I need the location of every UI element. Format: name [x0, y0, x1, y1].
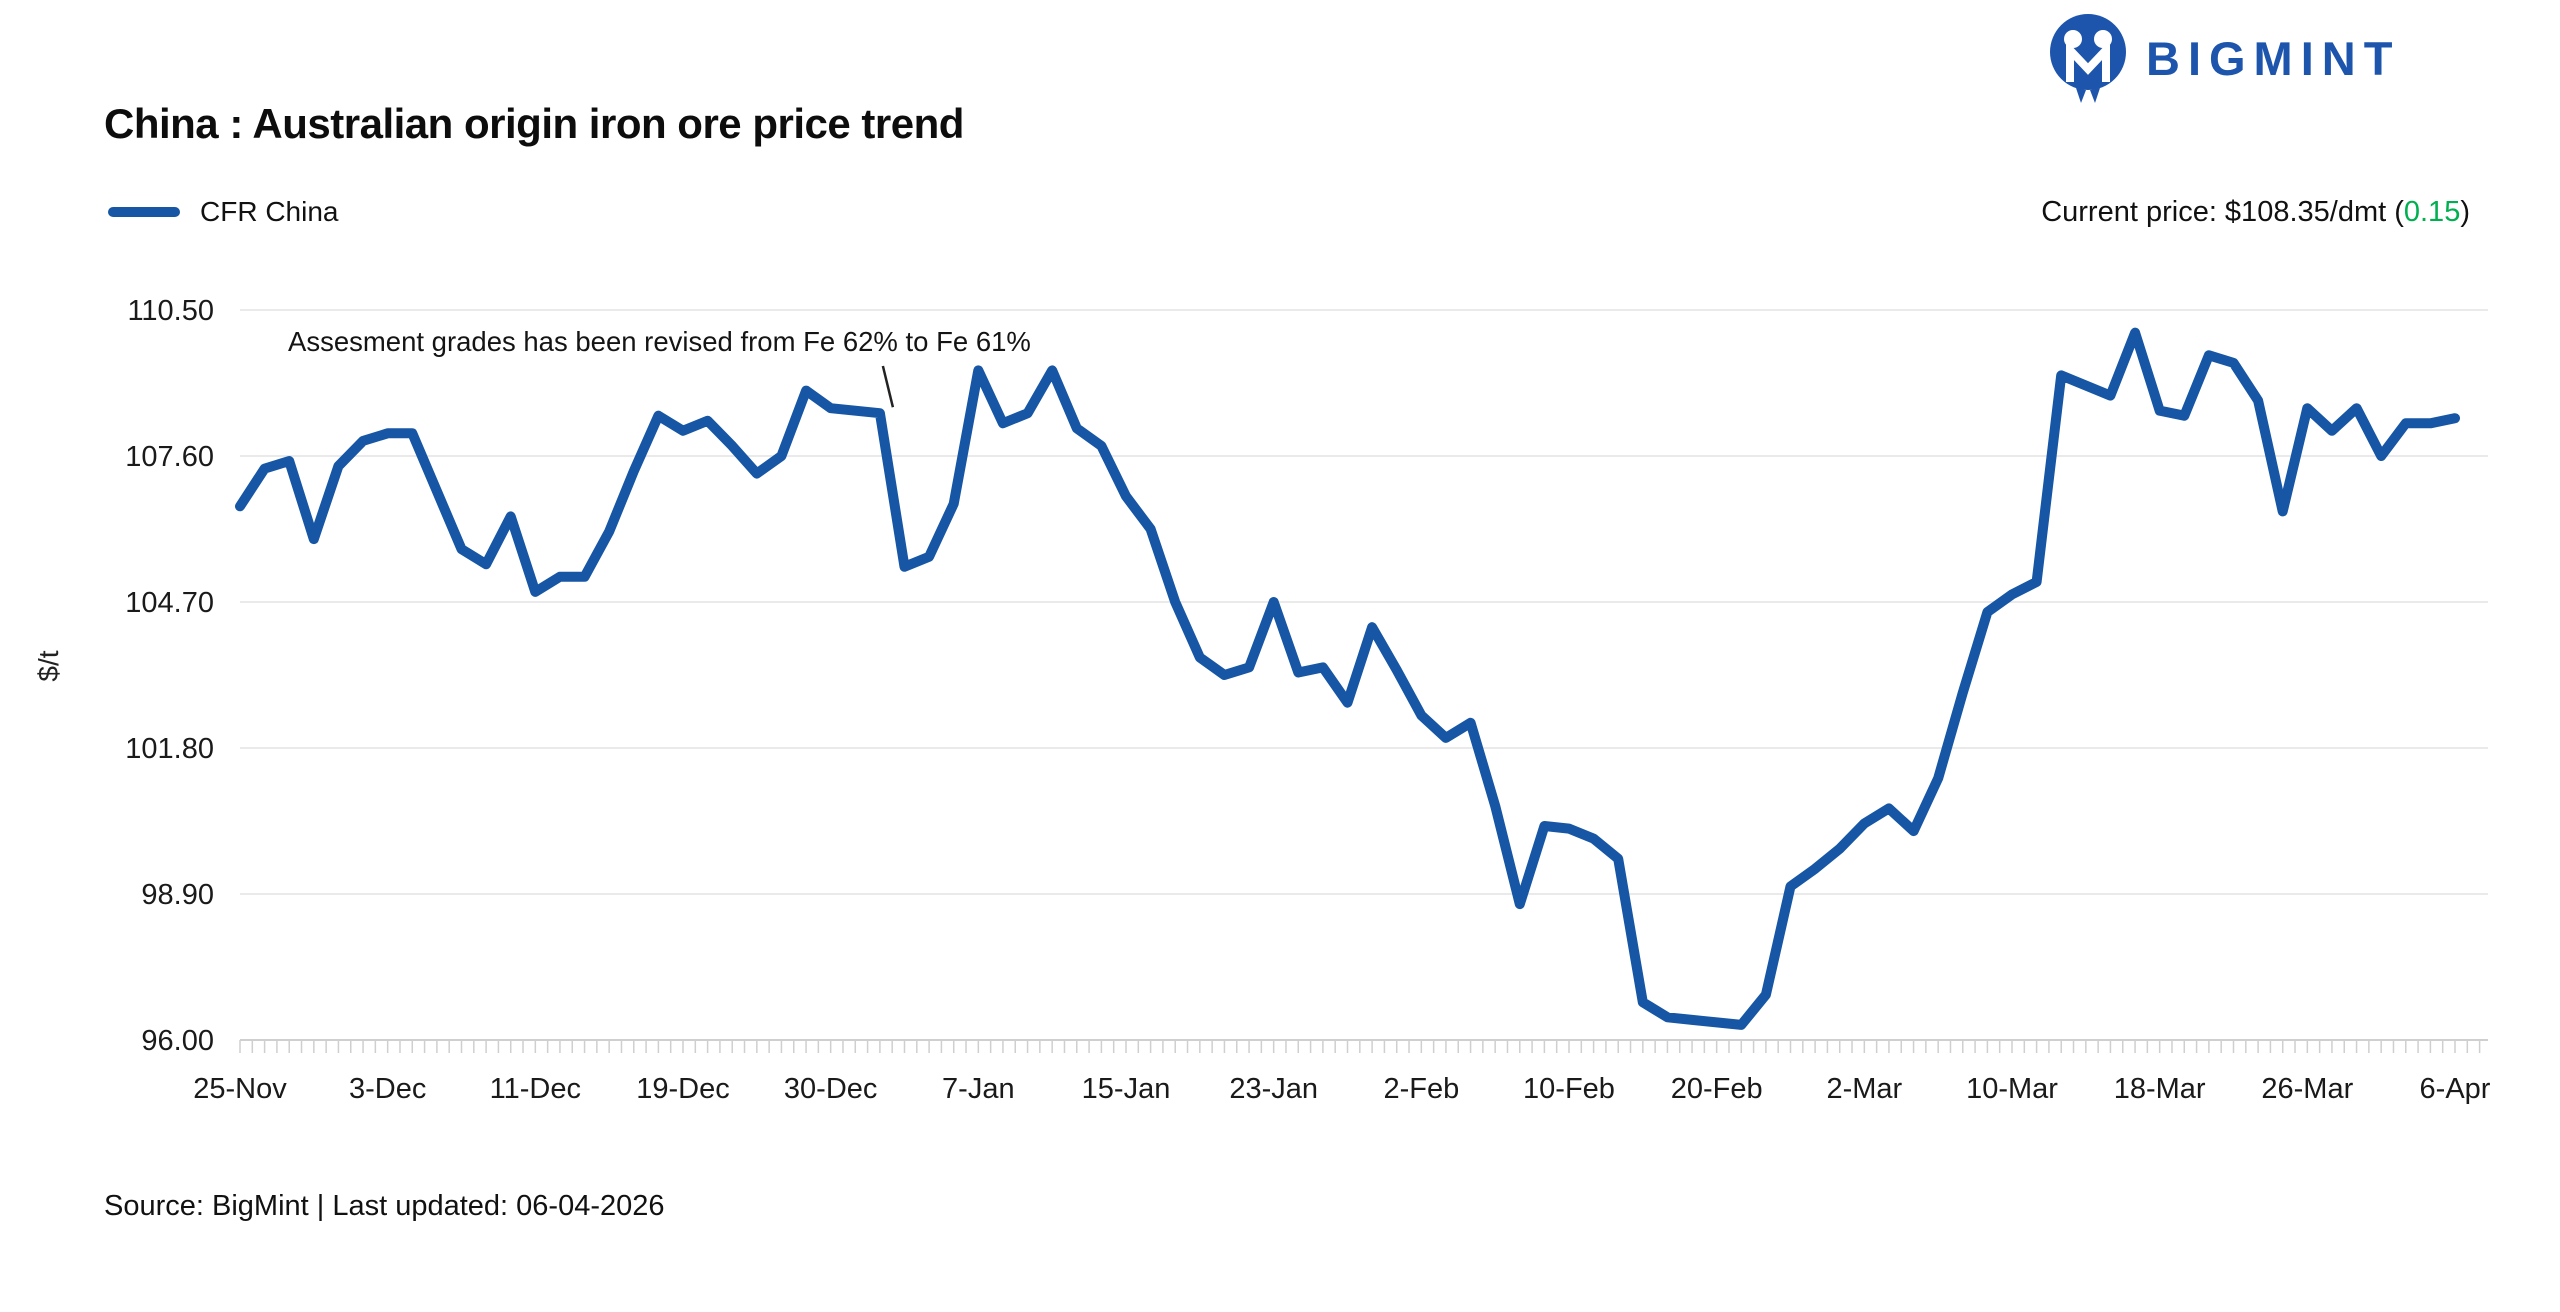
legend: CFR China [108, 196, 338, 228]
x-tick-label: 30-Dec [784, 1073, 878, 1105]
current-price-change: 0.15 [2403, 196, 2461, 228]
x-tick-label: 25-Nov [193, 1073, 287, 1105]
current-price-text: Current price: $108.35/dmt ( [2041, 196, 2404, 228]
x-tick-label: 10-Feb [1523, 1073, 1615, 1105]
source-note: Source: BigMint | Last updated: 06-04-20… [104, 1190, 665, 1222]
bigmint-logo: BIGMINT [2046, 12, 2400, 104]
cfr-china-price-line [235, 327, 2460, 1030]
x-tick-label: 20-Feb [1671, 1073, 1763, 1105]
x-tick-label: 23-Jan [1229, 1073, 1318, 1105]
annotation-leader-line [881, 365, 895, 408]
y-tick-label: 101.80 [125, 733, 214, 765]
current-price: Current price: $108.35/dmt (0.15) [2041, 196, 2470, 229]
page-title: China : Australian origin iron ore price… [104, 100, 964, 147]
y-tick-label: 110.50 [127, 295, 214, 327]
x-tick-label: 7-Jan [942, 1073, 1015, 1105]
y-tick-label: 107.60 [125, 441, 214, 473]
x-tick-label: 2-Feb [1383, 1073, 1459, 1105]
x-tick-label: 6-Apr [2420, 1073, 2491, 1105]
x-tick-label: 15-Jan [1082, 1073, 1171, 1105]
y-tick-label: 98.90 [141, 879, 214, 911]
legend-label: CFR China [200, 196, 339, 227]
x-tick-label: 26-Mar [2261, 1073, 2353, 1105]
x-tick-label: 2-Mar [1826, 1073, 1902, 1105]
x-tick-label: 18-Mar [2114, 1073, 2206, 1105]
x-tick-label: 10-Mar [1966, 1073, 2058, 1105]
legend-line-swatch [108, 207, 180, 217]
bigmint-logo-icon [2050, 14, 2126, 103]
y-tick-label: 96.00 [141, 1025, 214, 1057]
y-tick-label: 104.70 [125, 587, 214, 619]
x-tick-label: 11-Dec [490, 1073, 581, 1105]
chart-annotation: Assesment grades has been revised from F… [288, 326, 1031, 357]
x-tick-label: 19-Dec [636, 1073, 730, 1105]
bigmint-logo-text: BIGMINT [2146, 31, 2401, 85]
y-axis-title: $/t [33, 650, 64, 682]
current-price-close-paren: ) [2460, 196, 2470, 228]
x-tick-label: 3-Dec [349, 1073, 426, 1105]
